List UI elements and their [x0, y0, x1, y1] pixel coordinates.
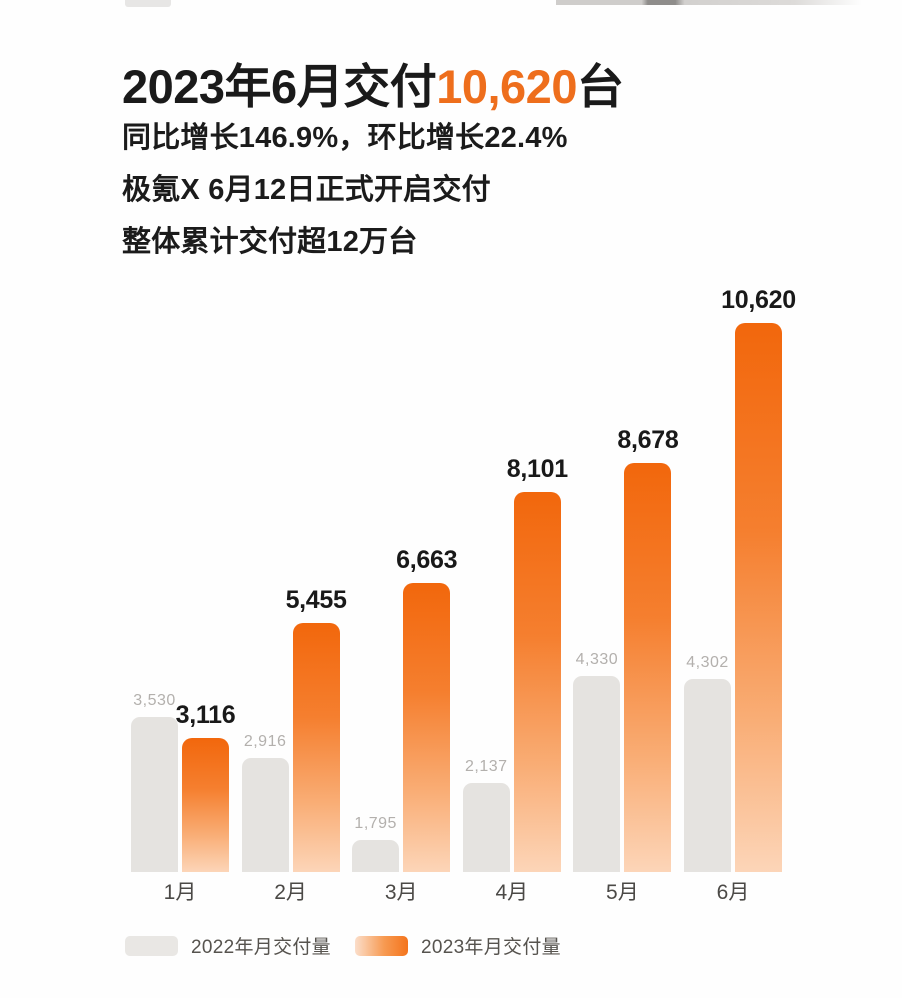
legend-item-2023: 2023年月交付量 — [354, 932, 561, 959]
bar-2022-1月 — [131, 717, 178, 872]
subtitle-model-launch: 极氪X 6月12日正式开启交付 — [122, 174, 491, 206]
value-label-2023-2月: 5,455 — [285, 586, 347, 614]
bar-2022-2月 — [241, 758, 289, 872]
subtitle-growth: 同比增长146.9%，环比增长22.4% — [122, 122, 568, 154]
value-label-2022-6月: 4,302 — [686, 654, 729, 671]
legend-label-2022: 2022年月交付量 — [191, 937, 331, 958]
cropped-header-fragment-center — [556, 0, 862, 5]
month-label-4月: 4月 — [495, 881, 529, 904]
title-suffix: 台 — [576, 60, 624, 113]
month-label-3月: 3月 — [384, 881, 418, 904]
subtitle-cumulative-total: 整体累计交付超12万台 — [122, 226, 418, 258]
value-label-2023-3月: 6,663 — [396, 546, 458, 574]
page-title: 2023年6月交付10,620台 — [122, 48, 624, 117]
value-label-2023-6月: 10,620 — [721, 286, 796, 314]
title-highlight-value: 10,620 — [436, 60, 577, 113]
legend-swatch-2022 — [125, 935, 178, 956]
chart-legend: 2022年月交付量 2023年月交付量 — [125, 932, 561, 959]
month-label-1月: 1月 — [163, 881, 197, 904]
legend-item-2022: 2022年月交付量 — [125, 932, 331, 959]
month-label-5月: 5月 — [606, 881, 639, 904]
value-label-2023-1月: 3,116 — [175, 701, 236, 729]
title-prefix: 2023年6月交付 — [122, 60, 437, 113]
bar-2023-6月 — [735, 323, 782, 872]
cropped-header-fragment-left — [125, 0, 171, 7]
value-label-2023-5月: 8,678 — [617, 426, 679, 454]
value-label-2022-4月: 2,137 — [465, 758, 508, 775]
bar-2023-1月 — [182, 738, 229, 872]
value-label-2022-2月: 2,916 — [243, 733, 287, 750]
value-label-2022-5月: 4,330 — [575, 651, 619, 668]
value-label-2022-1月: 3,530 — [133, 692, 176, 709]
bar-2023-4月 — [513, 492, 561, 872]
value-label-2022-3月: 1,795 — [354, 815, 397, 832]
bar-2022-4月 — [462, 783, 510, 872]
month-label-2月: 2月 — [274, 881, 307, 904]
bar-2022-5月 — [573, 676, 621, 872]
legend-label-2023: 2023年月交付量 — [420, 937, 561, 958]
bar-2023-3月 — [403, 583, 451, 872]
bar-2023-5月 — [624, 463, 672, 872]
month-label-6月: 6月 — [716, 881, 750, 904]
legend-swatch-2023 — [354, 935, 408, 956]
bar-2022-3月 — [352, 840, 400, 872]
bar-2022-6月 — [684, 679, 731, 872]
value-label-2023-4月: 8,101 — [506, 455, 568, 483]
bar-2023-2月 — [292, 623, 340, 872]
